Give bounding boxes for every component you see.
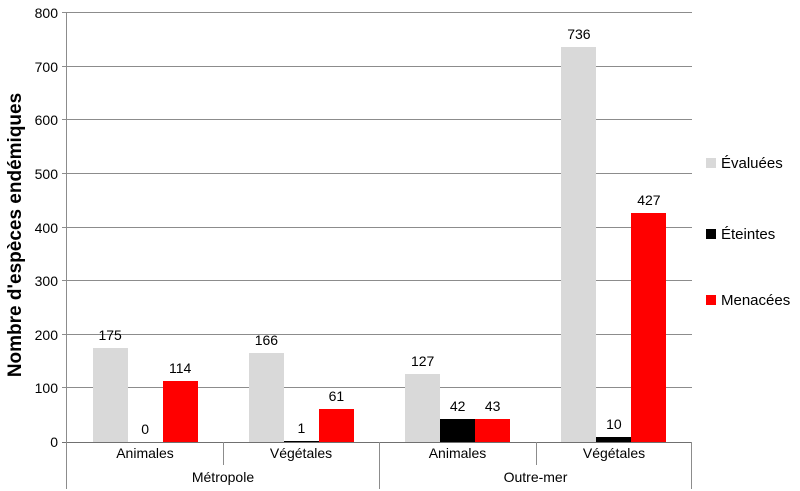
legend-label-eteintes: Éteintes	[721, 225, 776, 243]
y-tick-label-700: 700	[34, 58, 58, 75]
value-label-Évaluées-2: 127	[410, 352, 435, 369]
value-label-Menacées-0: 114	[168, 359, 192, 376]
y-tick-label-800: 800	[34, 5, 58, 21]
group-label-metropole: Métropole	[191, 469, 255, 485]
bar-Menacées-2	[475, 418, 511, 442]
gridline-600	[62, 119, 692, 121]
axis-divider-outremer-mid	[536, 442, 537, 465]
value-label-Évaluées-0: 175	[98, 327, 122, 344]
plot-area: 175 166 127 736 0 1 42 10 114 61 43 427	[62, 12, 692, 443]
bar-Menacées-1	[318, 409, 354, 442]
axis-divider-metropole-mid	[223, 442, 224, 465]
group-label-outremer: Outre-mer	[503, 469, 568, 485]
value-label-Éteintes-3: 10	[606, 415, 622, 432]
value-label-Éteintes-1: 1	[297, 420, 306, 437]
gridline-800	[62, 12, 692, 13]
legend-item-evaluees: Évaluées	[706, 154, 783, 172]
category-label-outremer-vegetales: Végétales	[582, 445, 646, 461]
legend-item-menacees: Menacées	[706, 291, 791, 309]
gridline-300	[62, 280, 692, 282]
bar-Éteintes-2	[440, 419, 476, 442]
bar-Éteintes-1	[283, 441, 319, 442]
legend-label-evaluees: Évaluées	[721, 154, 783, 172]
legend-marker-evaluees	[706, 158, 716, 168]
gridline-500	[62, 172, 692, 174]
category-label-metropole-vegetales: Végétales	[269, 445, 333, 461]
bar-Évaluées-2	[405, 373, 441, 442]
bar-Évaluées-3	[561, 47, 597, 442]
y-tick-label-400: 400	[34, 219, 58, 236]
y-tick-label-0: 0	[50, 434, 58, 450]
legend-marker-eteintes	[706, 229, 716, 239]
gridline-200	[62, 333, 692, 335]
value-label-Menacées-1: 61	[328, 388, 345, 405]
y-tick-label-100: 100	[34, 380, 58, 397]
value-label-Évaluées-3: 736	[567, 26, 591, 43]
y-axis-line	[66, 13, 67, 442]
bar-Éteintes-3	[596, 436, 632, 442]
y-tick-label-600: 600	[34, 112, 58, 129]
axis-divider-right-edge	[691, 442, 692, 489]
value-label-Menacées-2: 43	[484, 397, 501, 414]
bar-Menacées-0	[162, 380, 198, 442]
value-label-Éteintes-0: 0	[141, 421, 150, 437]
gridline-100	[62, 387, 692, 389]
gridline-400	[62, 226, 692, 228]
category-label-outremer-animales: Animales	[428, 445, 487, 461]
y-tick-label-200: 200	[34, 326, 58, 343]
category-label-metropole-animales: Animales	[116, 445, 174, 461]
bar-Évaluées-0	[92, 348, 128, 442]
bar-Évaluées-1	[248, 352, 284, 442]
value-label-Évaluées-1: 166	[254, 331, 279, 348]
x-axis-line	[62, 442, 692, 443]
legend-label-menacees: Menacées	[721, 291, 791, 309]
value-label-Menacées-3: 427	[637, 192, 661, 209]
axis-divider-group-middle	[379, 442, 380, 489]
value-label-Éteintes-2: 42	[449, 398, 466, 415]
y-tick-label-500: 500	[34, 165, 58, 182]
gridline-700	[62, 65, 692, 67]
legend-marker-menacees	[706, 295, 716, 305]
y-tick-label-300: 300	[34, 273, 58, 290]
legend-item-eteintes: Éteintes	[706, 225, 776, 243]
axis-divider-left-edge	[66, 442, 67, 489]
bar-Menacées-3	[631, 213, 667, 442]
